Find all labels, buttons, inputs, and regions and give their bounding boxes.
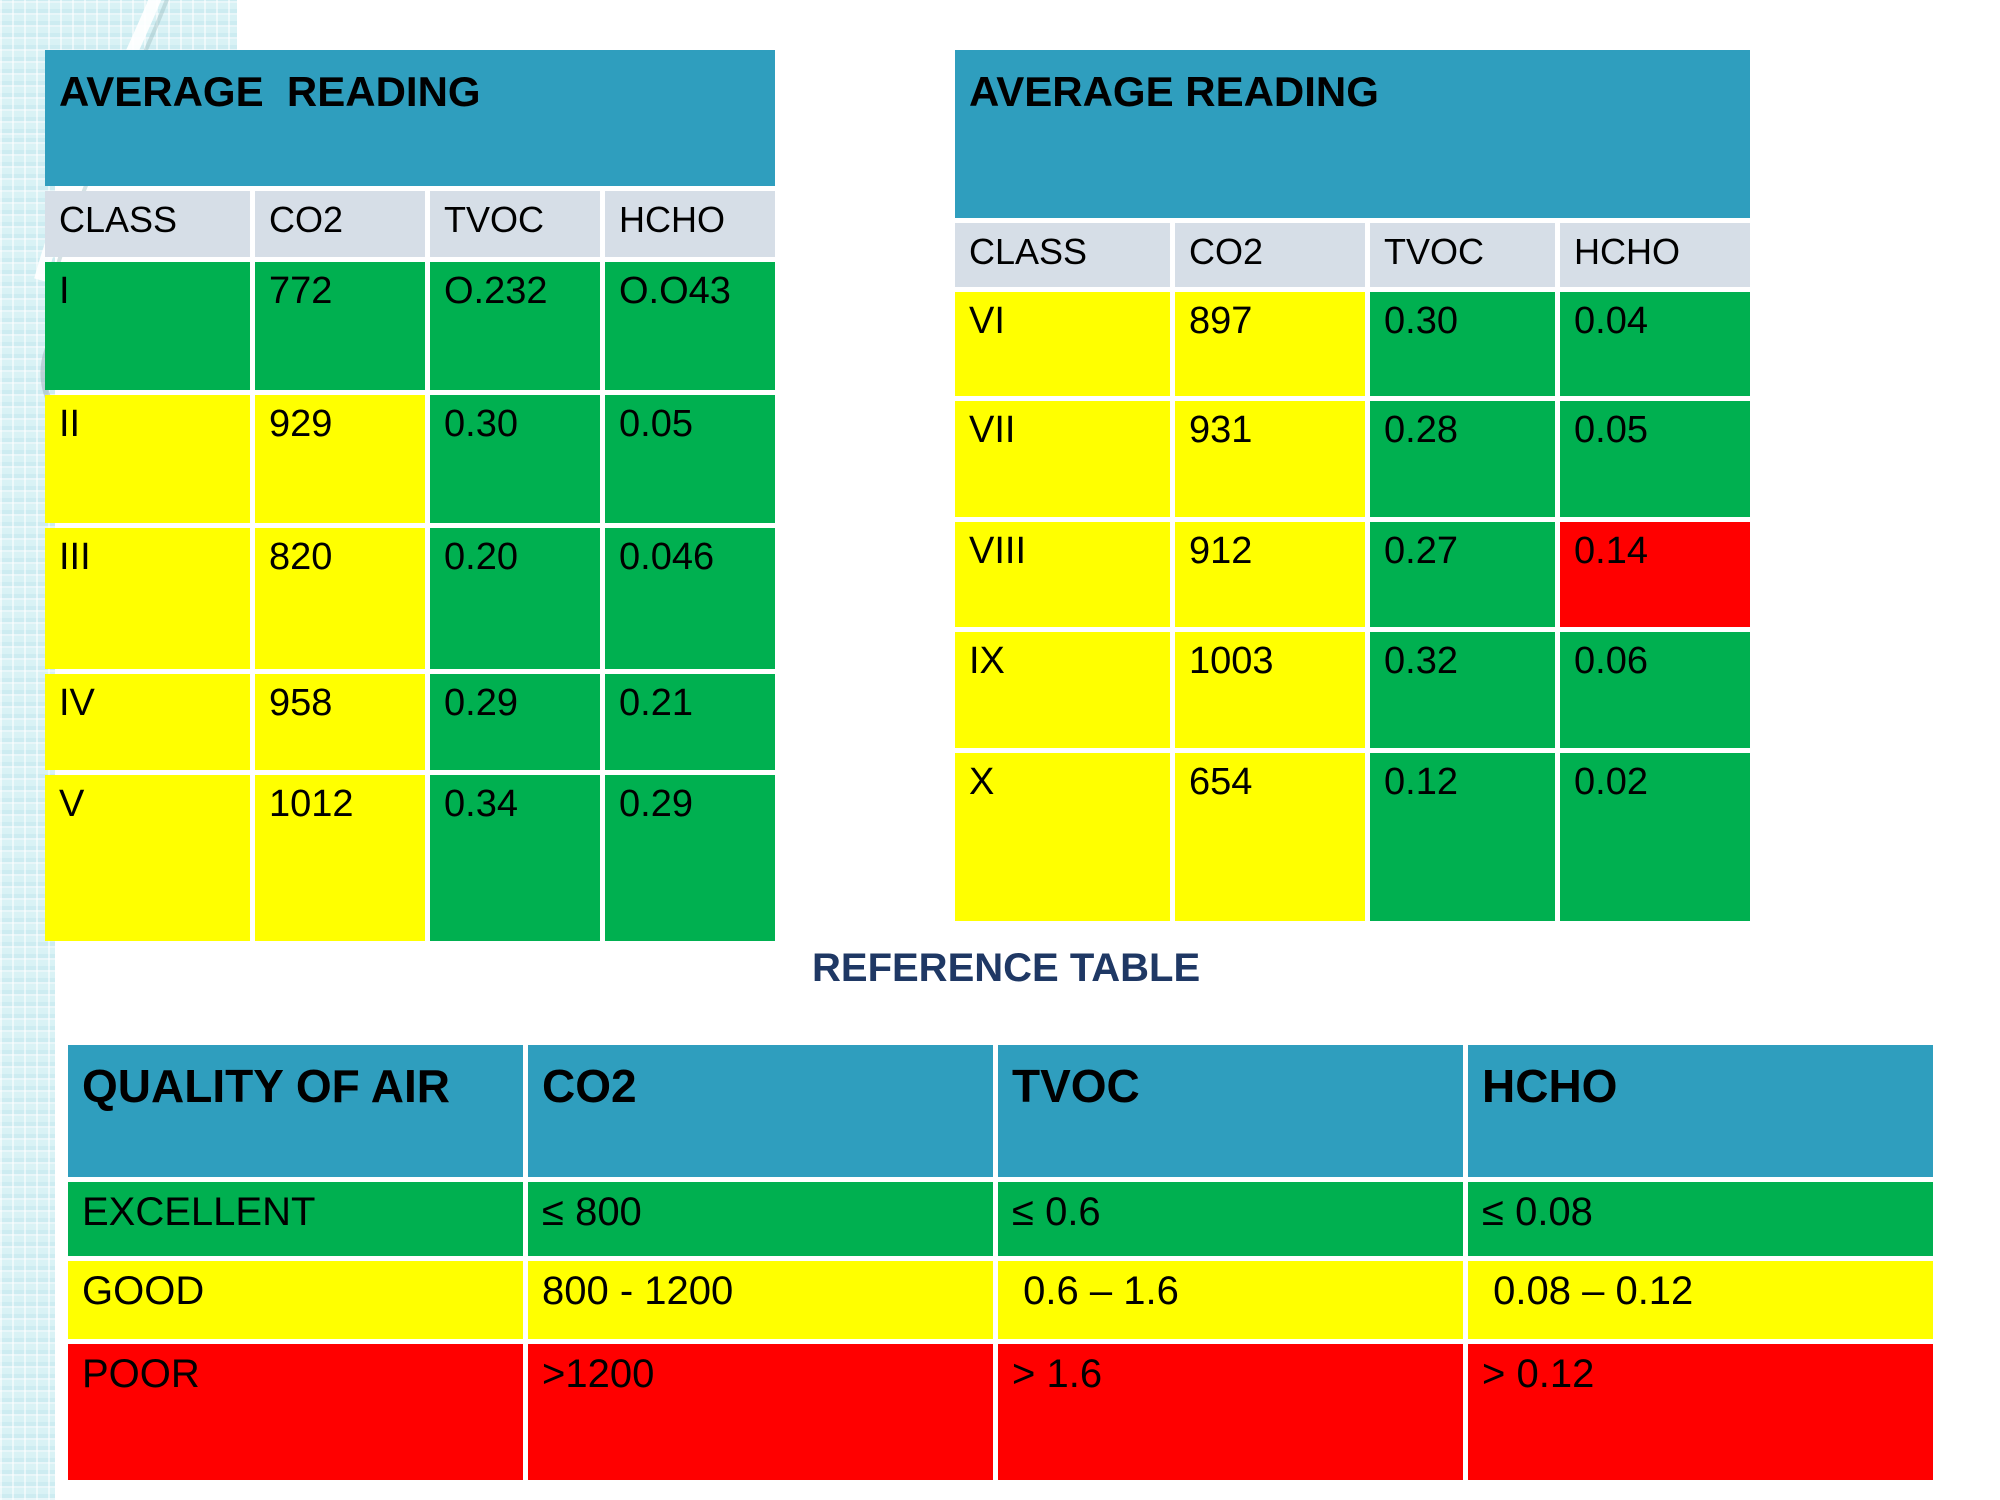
- left-header-class: CLASS: [45, 191, 250, 257]
- table-row: CLASS CO2 TVOC HCHO: [45, 191, 775, 257]
- cell-class-10: X: [955, 753, 1170, 921]
- cell-hcho-4: 0.21: [605, 674, 775, 770]
- cell-hcho-9: 0.06: [1560, 632, 1750, 748]
- cell-co2-5: 1012: [255, 775, 425, 941]
- cell-hcho-1: O.O43: [605, 262, 775, 390]
- table-row: IV 958 0.29 0.21: [45, 674, 775, 770]
- right-header-tvoc: TVOC: [1370, 223, 1555, 287]
- ref-cell-excellent-co2: ≤ 800: [528, 1182, 993, 1256]
- cell-hcho-6: 0.04: [1560, 292, 1750, 396]
- table-row: VII 931 0.28 0.05: [955, 401, 1750, 517]
- table-row: X 654 0.12 0.02: [955, 753, 1750, 921]
- ref-header-hcho: HCHO: [1468, 1045, 1933, 1177]
- ref-cell-poor-co2: >1200: [528, 1344, 993, 1480]
- cell-hcho-2: 0.05: [605, 395, 775, 523]
- table-row: GOOD 800 - 1200 0.6 – 1.6 0.08 – 0.12: [68, 1261, 1933, 1339]
- cell-tvoc-4: 0.29: [430, 674, 600, 770]
- cell-hcho-7: 0.05: [1560, 401, 1750, 517]
- table-row: III 820 0.20 0.046: [45, 528, 775, 669]
- table-row: AVERAGE READING: [45, 50, 775, 186]
- left-header-co2: CO2: [255, 191, 425, 257]
- cell-tvoc-5: 0.34: [430, 775, 600, 941]
- ref-cell-good-hcho: 0.08 – 0.12: [1468, 1261, 1933, 1339]
- table-row: AVERAGE READING: [955, 50, 1750, 218]
- ref-cell-good-co2: 800 - 1200: [528, 1261, 993, 1339]
- cell-tvoc-1: O.232: [430, 262, 600, 390]
- cell-co2-1: 772: [255, 262, 425, 390]
- cell-co2-9: 1003: [1175, 632, 1365, 748]
- table-row: POOR >1200 > 1.6 > 0.12: [68, 1344, 1933, 1480]
- cell-hcho-3: 0.046: [605, 528, 775, 669]
- table-row: IX 1003 0.32 0.06: [955, 632, 1750, 748]
- cell-class-5: V: [45, 775, 250, 941]
- ref-cell-poor-tvoc: > 1.6: [998, 1344, 1463, 1480]
- cell-tvoc-10: 0.12: [1370, 753, 1555, 921]
- table-row: I 772 O.232 O.O43: [45, 262, 775, 390]
- cell-class-8: VIII: [955, 522, 1170, 627]
- left-header-hcho: HCHO: [605, 191, 775, 257]
- average-reading-table-classes-6-10: AVERAGE READING CLASS CO2 TVOC HCHO VI 8…: [950, 45, 1755, 926]
- table-row: CLASS CO2 TVOC HCHO: [955, 223, 1750, 287]
- cell-co2-4: 958: [255, 674, 425, 770]
- left-table-title: AVERAGE READING: [45, 50, 775, 186]
- table-row: VIII 912 0.27 0.14: [955, 522, 1750, 627]
- cell-class-1: I: [45, 262, 250, 390]
- cell-hcho-10: 0.02: [1560, 753, 1750, 921]
- ref-cell-excellent-tvoc: ≤ 0.6: [998, 1182, 1463, 1256]
- cell-tvoc-3: 0.20: [430, 528, 600, 669]
- cell-tvoc-6: 0.30: [1370, 292, 1555, 396]
- ref-cell-good-label: GOOD: [68, 1261, 523, 1339]
- cell-class-9: IX: [955, 632, 1170, 748]
- cell-class-2: II: [45, 395, 250, 523]
- cell-tvoc-9: 0.32: [1370, 632, 1555, 748]
- cell-class-3: III: [45, 528, 250, 669]
- cell-class-6: VI: [955, 292, 1170, 396]
- table-row: EXCELLENT ≤ 800 ≤ 0.6 ≤ 0.08: [68, 1182, 1933, 1256]
- reference-table: QUALITY OF AIR CO2 TVOC HCHO EXCELLENT ≤…: [63, 1040, 1938, 1485]
- right-header-co2: CO2: [1175, 223, 1365, 287]
- cell-tvoc-2: 0.30: [430, 395, 600, 523]
- ref-header-quality: QUALITY OF AIR: [68, 1045, 523, 1177]
- ref-cell-good-tvoc: 0.6 – 1.6: [998, 1261, 1463, 1339]
- ref-header-co2: CO2: [528, 1045, 993, 1177]
- cell-hcho-8: 0.14: [1560, 522, 1750, 627]
- table-row: II 929 0.30 0.05: [45, 395, 775, 523]
- cell-class-4: IV: [45, 674, 250, 770]
- left-header-tvoc: TVOC: [430, 191, 600, 257]
- cell-co2-2: 929: [255, 395, 425, 523]
- cell-co2-6: 897: [1175, 292, 1365, 396]
- cell-tvoc-7: 0.28: [1370, 401, 1555, 517]
- cell-co2-3: 820: [255, 528, 425, 669]
- reference-table-label: REFERENCE TABLE: [812, 946, 1201, 990]
- right-table-title: AVERAGE READING: [955, 50, 1750, 218]
- right-header-hcho: HCHO: [1560, 223, 1750, 287]
- cell-tvoc-8: 0.27: [1370, 522, 1555, 627]
- average-reading-table-classes-1-5: AVERAGE READING CLASS CO2 TVOC HCHO I 77…: [40, 45, 780, 946]
- ref-cell-excellent-hcho: ≤ 0.08: [1468, 1182, 1933, 1256]
- cell-co2-8: 912: [1175, 522, 1365, 627]
- table-row: VI 897 0.30 0.04: [955, 292, 1750, 396]
- cell-class-7: VII: [955, 401, 1170, 517]
- table-row: V 1012 0.34 0.29: [45, 775, 775, 941]
- cell-hcho-5: 0.29: [605, 775, 775, 941]
- ref-cell-poor-label: POOR: [68, 1344, 523, 1480]
- ref-header-tvoc: TVOC: [998, 1045, 1463, 1177]
- cell-co2-7: 931: [1175, 401, 1365, 517]
- ref-cell-poor-hcho: > 0.12: [1468, 1344, 1933, 1480]
- table-row: QUALITY OF AIR CO2 TVOC HCHO: [68, 1045, 1933, 1177]
- right-header-class: CLASS: [955, 223, 1170, 287]
- cell-co2-10: 654: [1175, 753, 1365, 921]
- ref-cell-excellent-label: EXCELLENT: [68, 1182, 523, 1256]
